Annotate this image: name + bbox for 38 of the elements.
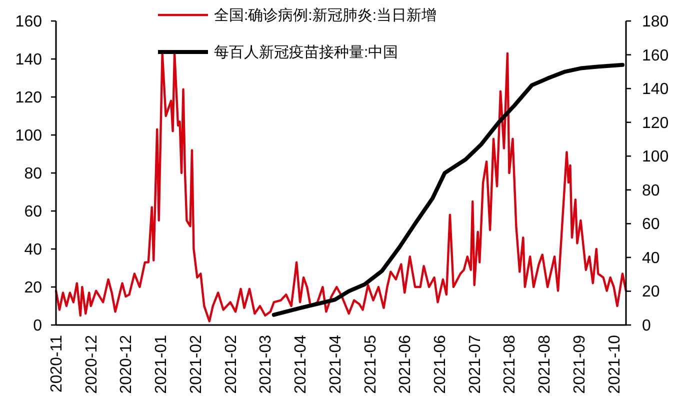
x-tick-label: 2021-07 xyxy=(466,334,484,394)
x-tick-label: 2021-02 xyxy=(188,334,205,394)
x-tick-label: 2021-02 xyxy=(222,334,240,394)
y2-tick-label: 140 xyxy=(642,81,669,98)
y2-tick-label: 120 xyxy=(642,114,669,132)
y-tick-label: 160 xyxy=(15,14,42,30)
x-tick-label: 2021-05 xyxy=(362,334,380,394)
x-tick-label: 2020-12 xyxy=(118,334,136,394)
y-tick-label: 100 xyxy=(15,128,42,144)
x-tick-label: 2021-04 xyxy=(327,334,344,394)
y-tick-label: 40 xyxy=(24,242,42,258)
x-tick-label: 2021-04 xyxy=(292,334,310,394)
y-tick-label: 80 xyxy=(24,166,42,182)
y-tick-label: 140 xyxy=(15,52,42,68)
y2-tick-label: 80 xyxy=(642,182,660,200)
y2-tick-label: 0 xyxy=(642,318,651,334)
y2-tick-label: 160 xyxy=(642,47,669,64)
x-tick-label: 2021-01 xyxy=(153,334,170,394)
x-tick-label: 2021-08 xyxy=(536,334,554,394)
x-tick-label: 2020-12 xyxy=(83,334,100,394)
x-tick-label: 2021-03 xyxy=(258,334,275,394)
x-tick-label: 2021-06 xyxy=(432,334,449,394)
x-tick-label: 2021-08 xyxy=(502,334,519,394)
legend-label: 全国:确诊病例:新冠肺炎:当日新增 xyxy=(214,7,437,24)
y2-tick-label: 20 xyxy=(642,284,660,301)
x-tick-label: 2020-11 xyxy=(48,334,66,393)
x-tick-label: 2021-10 xyxy=(606,334,624,394)
x-tick-label: 2021-09 xyxy=(571,334,588,394)
x-tick-label: 2021-06 xyxy=(397,334,414,394)
y2-tick-label: 100 xyxy=(642,148,669,166)
y2-tick-label: 60 xyxy=(642,216,660,234)
y-tick-label: 20 xyxy=(24,280,42,296)
y2-tick-label: 40 xyxy=(642,250,660,267)
y-tick-label: 60 xyxy=(24,204,42,220)
y-tick-label: 0 xyxy=(33,318,42,334)
y2-tick-label: 180 xyxy=(642,14,669,30)
y-tick-label: 120 xyxy=(15,90,42,106)
legend-label: 每百人新冠疫苗接种量:中国 xyxy=(214,44,398,61)
